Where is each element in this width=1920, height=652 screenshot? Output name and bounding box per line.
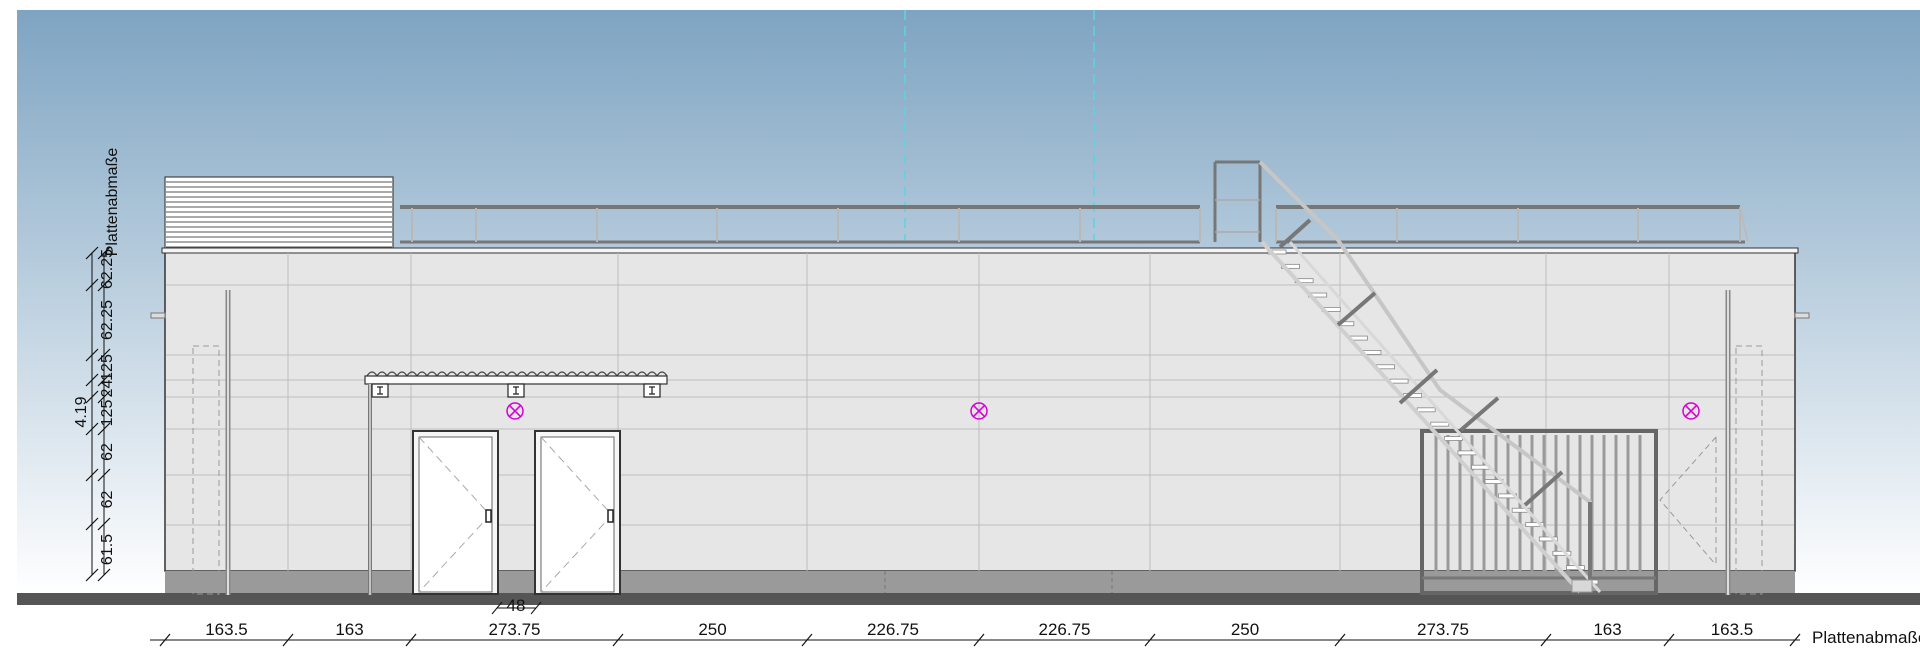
wall-bracket-right xyxy=(1794,312,1810,319)
door-handle-icon[interactable] xyxy=(485,509,492,523)
horizontal-dimension-label: 226.75 xyxy=(1039,620,1091,639)
horizontal-dimension-label: 163.5 xyxy=(205,620,248,639)
vertical-dimension-label: 125 xyxy=(99,400,116,427)
vertical-side-label: Plattenabmaße xyxy=(104,148,121,257)
vertical-dimension-label: 125 xyxy=(99,354,116,381)
vertical-dimension-label: 61.5 xyxy=(99,534,116,565)
roof-railing-left xyxy=(400,205,1200,244)
hidden-outline-right xyxy=(1659,345,1763,595)
plinth xyxy=(165,571,1795,593)
hidden-outline-left xyxy=(192,345,220,595)
light-marker-icon xyxy=(506,402,524,420)
ladder-cage xyxy=(1213,160,1262,242)
door-width-label: 48 xyxy=(507,596,526,615)
horizontal-side-label: Plattenabmaße xyxy=(1812,628,1920,647)
door-left[interactable] xyxy=(412,430,499,595)
vertical-dimension-chain xyxy=(91,253,105,575)
vertical-dimension-label: 62 xyxy=(99,491,116,509)
entrance-canopy xyxy=(364,371,668,595)
door-width-dimension xyxy=(491,601,542,615)
horizontal-dimension-label: 163 xyxy=(1593,620,1621,639)
light-marker-icon xyxy=(970,402,988,420)
roof-railing-right xyxy=(1276,205,1749,244)
light-marker-icon xyxy=(1682,402,1700,420)
horizontal-dimension-label: 163.5 xyxy=(1711,620,1754,639)
horizontal-dimension-label: 273.75 xyxy=(1417,620,1469,639)
horizontal-dimension-label: 250 xyxy=(1231,620,1259,639)
horizontal-dimension-label: 250 xyxy=(698,620,726,639)
vertical-dimension-label: 62 xyxy=(99,443,116,461)
horizontal-dimension-label: 226.75 xyxy=(867,620,919,639)
door-handle-icon[interactable] xyxy=(607,509,614,523)
horizontal-dimension-label: 163 xyxy=(335,620,363,639)
ground-line xyxy=(17,593,1920,605)
door-right[interactable] xyxy=(534,430,621,595)
vertical-dimension-label: 62.25 xyxy=(99,249,116,289)
rooftop-unit xyxy=(164,176,394,251)
vertical-dimension-label: 24 xyxy=(99,380,116,398)
height-label: 4.19 xyxy=(73,396,90,427)
vertical-dimension-label: 62.25 xyxy=(99,300,116,340)
exterior-staircase xyxy=(1258,160,1602,594)
roof-edge xyxy=(161,247,1799,254)
horizontal-dimension-label: 273.75 xyxy=(489,620,541,639)
wall-bracket-left xyxy=(150,312,166,319)
